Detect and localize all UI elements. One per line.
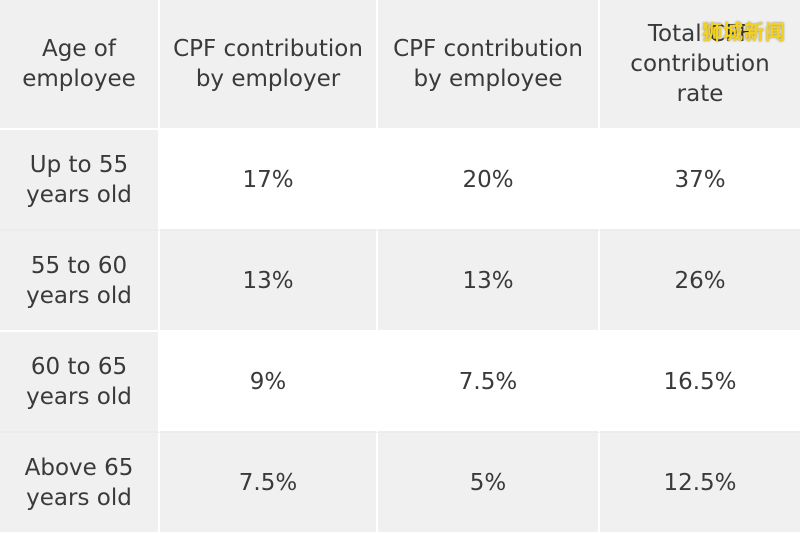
employee-rate-cell: 7.5% — [378, 332, 600, 433]
header-employer-contribution: CPF contribution by employer — [160, 0, 378, 130]
table-row: Above 65 years old 7.5% 5% 12.5% — [0, 433, 800, 534]
employee-rate-cell: 13% — [378, 231, 600, 332]
header-total-rate: Total CPF contribution rate — [600, 0, 800, 130]
total-rate-cell: 12.5% — [600, 433, 800, 534]
header-row: Age of employee CPF contribution by empl… — [0, 0, 800, 130]
employer-rate-cell: 17% — [160, 130, 378, 231]
total-rate-cell: 16.5% — [600, 332, 800, 433]
age-cell: 55 to 60 years old — [0, 231, 160, 332]
table-row: 55 to 60 years old 13% 13% 26% — [0, 231, 800, 332]
table-row: 60 to 65 years old 9% 7.5% 16.5% — [0, 332, 800, 433]
employee-rate-cell: 20% — [378, 130, 600, 231]
table-row: Up to 55 years old 17% 20% 37% — [0, 130, 800, 231]
employer-rate-cell: 7.5% — [160, 433, 378, 534]
age-cell: Above 65 years old — [0, 433, 160, 534]
total-rate-cell: 37% — [600, 130, 800, 231]
total-rate-cell: 26% — [600, 231, 800, 332]
header-employee-contribution: CPF contribution by employee — [378, 0, 600, 130]
age-cell: Up to 55 years old — [0, 130, 160, 231]
employer-rate-cell: 13% — [160, 231, 378, 332]
employer-rate-cell: 9% — [160, 332, 378, 433]
watermark-logo: 狮城新闻 — [702, 20, 786, 44]
age-cell: 60 to 65 years old — [0, 332, 160, 433]
header-age: Age of employee — [0, 0, 160, 130]
employee-rate-cell: 5% — [378, 433, 600, 534]
